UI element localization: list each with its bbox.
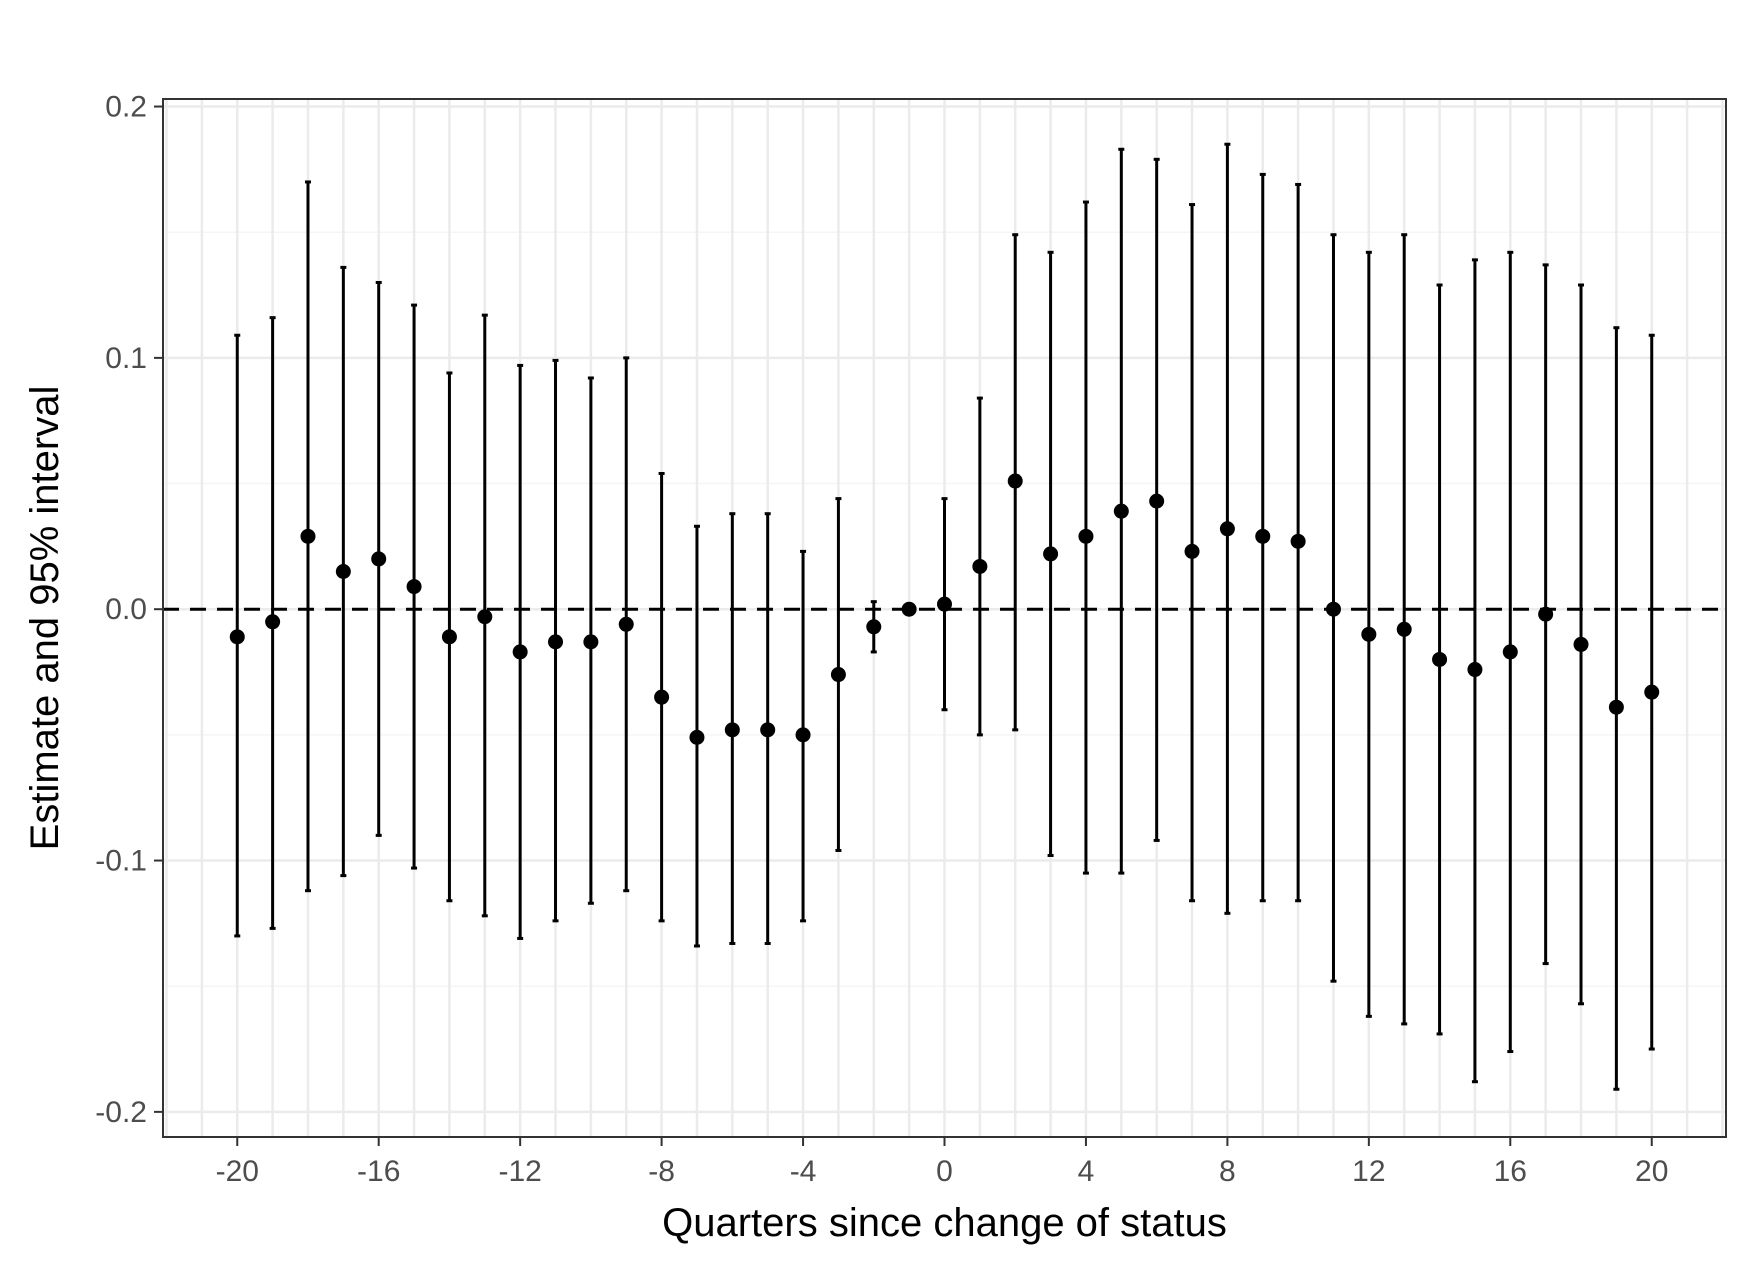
x-tick-label: -12 <box>498 1155 541 1188</box>
y-tick-label: 0.0 <box>105 593 147 626</box>
point-estimate <box>1255 528 1271 544</box>
point-estimate <box>1361 626 1377 642</box>
point-estimate <box>548 634 564 650</box>
point-estimate <box>866 619 882 635</box>
x-tick-label: -4 <box>790 1155 817 1188</box>
point-estimate <box>265 614 281 630</box>
y-tick-label: 0.1 <box>105 342 147 375</box>
point-estimate <box>1113 503 1129 519</box>
point-estimate <box>406 579 422 595</box>
point-estimate <box>512 644 528 660</box>
point-estimate <box>618 616 634 632</box>
y-tick-label: -0.1 <box>95 845 147 878</box>
point-estimates <box>229 473 1660 745</box>
point-estimate <box>937 596 952 612</box>
point-estimate <box>1219 521 1235 537</box>
point-estimate <box>795 727 811 743</box>
x-tick-label: -20 <box>216 1155 259 1188</box>
point-estimate <box>1325 601 1341 617</box>
y-axis-title: Estimate and 95% interval <box>23 386 67 851</box>
point-estimate <box>1644 684 1660 700</box>
x-tick-label: -8 <box>648 1155 675 1188</box>
x-axis-ticks: -20 -16 -12 -8 -4 0 4 8 12 16 20 <box>216 1137 1668 1188</box>
point-estimate <box>760 722 776 738</box>
point-estimate <box>441 629 457 645</box>
point-estimate <box>689 729 705 745</box>
point-estimate <box>1184 543 1200 559</box>
point-estimate <box>972 558 988 574</box>
x-tick-label: 16 <box>1494 1155 1527 1188</box>
x-tick-label: 0 <box>936 1155 953 1188</box>
point-estimate <box>1608 699 1624 715</box>
x-tick-label: 20 <box>1635 1155 1668 1188</box>
point-estimate <box>583 634 599 650</box>
point-estimate <box>1078 528 1094 544</box>
point-estimate <box>830 667 846 683</box>
point-estimate <box>1290 533 1306 549</box>
point-estimate <box>901 601 917 617</box>
point-estimate <box>335 564 351 580</box>
y-tick-label: -0.2 <box>95 1096 147 1129</box>
point-estimate <box>654 689 670 705</box>
point-estimate <box>1502 644 1518 660</box>
point-estimate <box>1396 621 1412 637</box>
point-estimate <box>1149 493 1165 509</box>
point-estimate <box>1467 662 1483 678</box>
point-estimate <box>1538 606 1554 622</box>
point-estimate <box>724 722 740 738</box>
x-tick-label: -16 <box>357 1155 400 1188</box>
point-estimate <box>1573 636 1589 652</box>
point-estimate <box>229 629 245 645</box>
y-axis-ticks: -0.2 -0.1 0.0 0.1 0.2 <box>95 91 163 1129</box>
point-estimate <box>477 609 493 625</box>
x-tick-label: 8 <box>1219 1155 1236 1188</box>
point-estimate <box>1007 473 1023 489</box>
x-tick-label: 4 <box>1078 1155 1095 1188</box>
x-tick-label: 12 <box>1352 1155 1385 1188</box>
x-axis-title: Quarters since change of status <box>662 1201 1227 1245</box>
point-estimate <box>300 528 316 544</box>
y-tick-label: 0.2 <box>105 91 147 124</box>
point-estimate <box>1432 651 1448 667</box>
point-estimate <box>371 551 387 567</box>
point-estimate <box>1043 546 1059 562</box>
